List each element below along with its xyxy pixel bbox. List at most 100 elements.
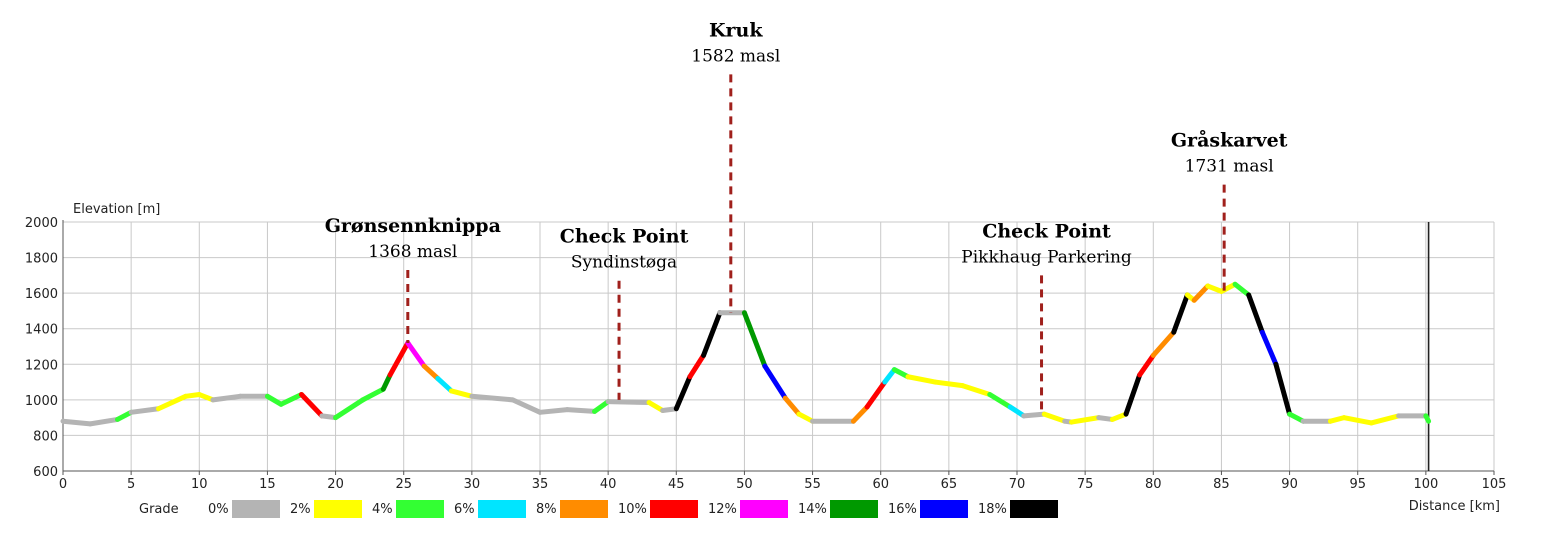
profile-segment: [115, 409, 134, 422]
chart-axes: 0 5 10 15 20 25 30 35 40 45 50 55 60 65 70 75 80 85 90 95 10…: [25, 202, 1507, 514]
legend-swatch: [1010, 500, 1058, 518]
annotation-title: Check Point: [560, 226, 689, 248]
profile-segment: [155, 393, 189, 412]
legend-label: 10%: [618, 502, 647, 517]
legend-label: 14%: [798, 502, 827, 517]
y-tick-label: 1000: [25, 394, 58, 409]
profile-segment: [1287, 411, 1306, 424]
x-tick-label: 30: [464, 477, 481, 492]
x-tick-label: 85: [1213, 477, 1230, 492]
x-tick-label: 75: [1077, 477, 1094, 492]
profile-segment: [299, 392, 325, 419]
profile-segment: [864, 379, 888, 410]
x-tick-label: 65: [941, 477, 958, 492]
legend-label: 6%: [454, 502, 475, 517]
legend-title: Grade: [139, 502, 179, 517]
profile-segment: [380, 372, 393, 392]
profile-segment: [987, 392, 1013, 410]
x-tick-label: 20: [327, 477, 344, 492]
y-tick-label: 2000: [25, 216, 58, 231]
profile-segment: [537, 407, 570, 415]
annotation-subtitle: 1731 masl: [1185, 157, 1274, 177]
profile-segment: [333, 397, 366, 421]
profile-segment: [510, 397, 543, 415]
profile-segment: [1232, 281, 1252, 298]
profile-segment: [1423, 413, 1432, 424]
legend-swatch: [740, 500, 788, 518]
legend-swatch: [232, 500, 280, 518]
profile-segment: [421, 363, 441, 382]
x-tick-label: 100: [1413, 477, 1438, 492]
chart-annotations: Grønsennknippa 1368 masl Check Point Syndin…: [325, 19, 1288, 415]
x-tick-label: 95: [1349, 477, 1366, 492]
legend-swatch: [830, 500, 878, 518]
profile-segment: [87, 416, 121, 427]
profile-segment: [673, 374, 693, 412]
legend-swatch: [920, 500, 968, 518]
profile-segment: [1341, 415, 1374, 426]
profile-segment: [796, 411, 816, 424]
x-tick-label: 35: [532, 477, 549, 492]
legend-label: 16%: [888, 502, 917, 517]
profile-segment: [1123, 372, 1143, 417]
profile-segment: [850, 404, 870, 424]
y-tick-label: 1200: [25, 358, 58, 373]
annotation-title: Check Point: [982, 220, 1111, 242]
legend-swatch: [478, 500, 526, 518]
profile-segment: [278, 392, 304, 407]
profile-segment: [1246, 292, 1265, 335]
y-axis-title: Elevation [m]: [73, 202, 160, 217]
profile-segment: [60, 418, 93, 427]
profile-segment: [905, 374, 938, 385]
profile-segment: [1191, 283, 1211, 303]
profile-segment: [762, 363, 788, 401]
legend-label: 2%: [290, 502, 311, 517]
profile-segment: [741, 310, 768, 369]
annotation-title: Gråskarvet: [1171, 129, 1288, 152]
profile-segment: [435, 376, 454, 394]
profile-segment: [1007, 404, 1027, 419]
profile-segment: [387, 340, 411, 378]
annotation-title: Grønsennknippa: [325, 215, 501, 237]
profile-segment: [564, 407, 598, 414]
profile-segment: [1259, 329, 1279, 367]
x-tick-label: 40: [600, 477, 617, 492]
x-axis-title: Distance [km]: [1409, 499, 1500, 514]
profile-segment: [264, 393, 284, 407]
annotation-title: Kruk: [709, 19, 763, 41]
x-tick-label: 25: [395, 477, 412, 492]
annotation-subtitle: 1582 masl: [691, 46, 780, 66]
profile-segment: [128, 406, 161, 415]
y-tick-label: 1600: [25, 287, 58, 302]
y-tick-label: 1400: [25, 323, 58, 338]
x-tick-label: 55: [804, 477, 821, 492]
profile-segment: [1041, 411, 1068, 424]
y-tick-label: 800: [33, 429, 58, 444]
legend-label: 12%: [708, 502, 737, 517]
profile-segment: [1273, 361, 1293, 417]
x-tick-label: 70: [1009, 477, 1026, 492]
profile-segment: [891, 367, 911, 380]
annotation-subtitle: Pikkhaug Parkering: [961, 247, 1132, 267]
profile-segment: [448, 388, 475, 399]
profile-segment: [605, 399, 652, 406]
y-tick-label: 600: [33, 465, 58, 480]
profile-segment: [1150, 329, 1177, 358]
x-tick-label: 60: [872, 477, 889, 492]
elevation-profile-line: [60, 281, 1432, 427]
profile-segment: [959, 383, 993, 398]
x-tick-label: 0: [59, 477, 67, 492]
chart-grid: [62, 221, 1495, 472]
profile-segment: [701, 310, 723, 358]
profile-segment: [592, 399, 611, 414]
legend-label: 8%: [536, 502, 557, 517]
legend-label: 0%: [208, 502, 229, 517]
legend-swatch: [396, 500, 444, 518]
annotation-subtitle: 1368 masl: [368, 242, 457, 262]
profile-segment: [1021, 411, 1047, 419]
legend-label: 4%: [372, 502, 393, 517]
legend-swatch: [314, 500, 362, 518]
profile-segment: [932, 379, 965, 389]
profile-segment: [405, 340, 427, 369]
